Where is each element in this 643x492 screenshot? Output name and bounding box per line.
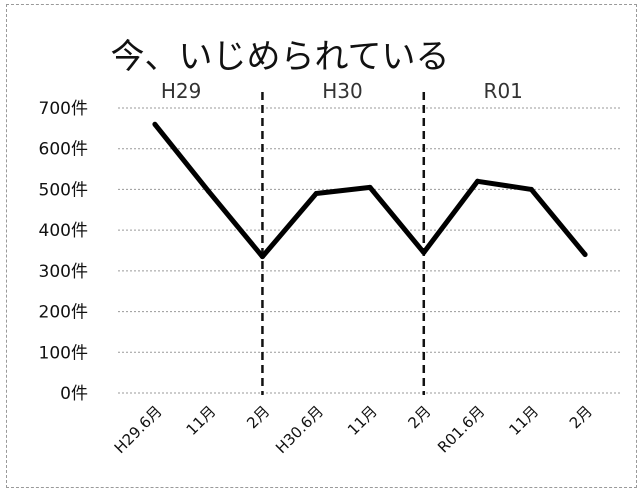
data-point — [206, 188, 212, 194]
data-point — [367, 184, 373, 190]
period-labels: H29 H30 R01 — [161, 79, 523, 103]
x-tick-label: 2月 — [405, 402, 435, 432]
y-tick-label: 100件 — [39, 343, 88, 363]
data-point — [475, 178, 481, 184]
data-point — [582, 252, 588, 258]
series-line — [152, 122, 588, 260]
data-series — [152, 121, 588, 260]
gridlines — [118, 107, 620, 394]
data-point — [259, 254, 265, 260]
x-tick-label: 11月 — [505, 402, 542, 439]
y-axis-ticks: 0件 100件 200件 300件 400件 500件 600件 700件 — [39, 99, 88, 404]
period-label: H29 — [161, 79, 202, 103]
period-label: H30 — [322, 79, 363, 103]
data-point — [152, 121, 158, 127]
data-point — [313, 191, 319, 196]
y-tick-label: 200件 — [39, 303, 88, 323]
data-point — [421, 250, 427, 256]
y-tick-label: 0件 — [60, 384, 88, 404]
data-point — [528, 186, 534, 192]
x-tick-label: 11月 — [344, 402, 381, 439]
y-tick-label: 600件 — [39, 140, 88, 160]
period-dividers — [261, 92, 426, 395]
chart-title: 今、いじめられている — [111, 37, 450, 77]
chart-frame — [6, 4, 637, 488]
y-tick-label: 300件 — [39, 262, 88, 282]
y-tick-label: 400件 — [39, 221, 88, 241]
y-tick-label: 500件 — [39, 180, 88, 200]
x-tick-label: 2月 — [243, 402, 273, 432]
period-label: R01 — [484, 79, 523, 103]
x-tick-label: 11月 — [183, 402, 220, 439]
y-tick-label: 700件 — [39, 99, 88, 119]
x-tick-label: 2月 — [566, 402, 596, 432]
x-tick-label: H29.6月 — [111, 402, 166, 457]
x-tick-label: R01.6月 — [434, 402, 488, 456]
x-tick-label: H30.6月 — [272, 402, 327, 457]
